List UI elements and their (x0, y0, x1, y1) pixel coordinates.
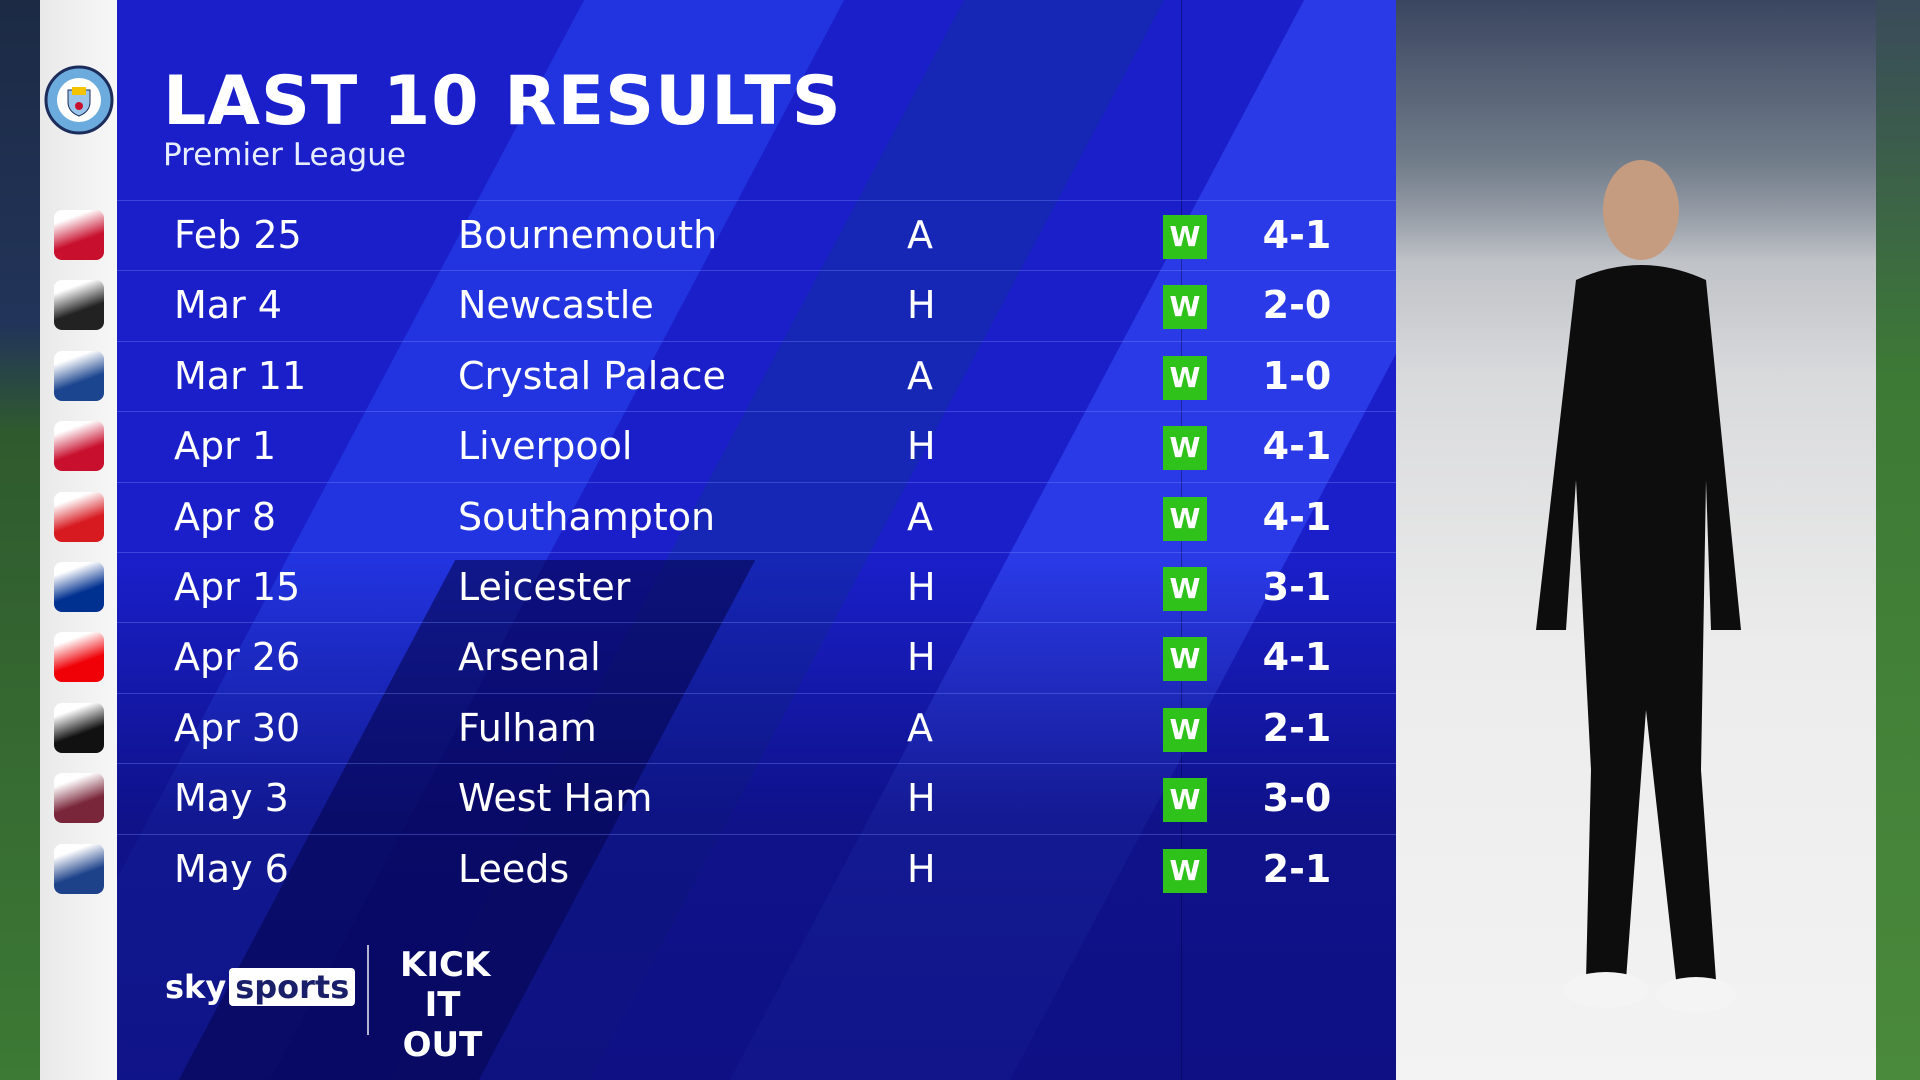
score: 3-1 (1262, 565, 1332, 609)
opponent-crest-icon (54, 773, 104, 824)
venue: H (907, 283, 936, 328)
result-badge: W (1163, 637, 1207, 682)
score: 1-0 (1262, 353, 1332, 398)
result-row: Apr 30 Fulham A W 2-1 (117, 692, 1396, 763)
venue: H (907, 776, 936, 821)
score: 3-0 (1262, 776, 1332, 821)
opponent-name: Crystal Palace (458, 353, 726, 398)
score: 2-1 (1262, 846, 1332, 891)
sky-sports-logo: sky sports (165, 968, 356, 1006)
opponent-name: Leeds (458, 846, 570, 891)
opponent-name: Arsenal (458, 635, 601, 680)
result-badge: W (1163, 848, 1207, 893)
venue: H (907, 565, 936, 609)
score: 4-1 (1262, 213, 1332, 257)
opponent-crest-icon (54, 632, 104, 683)
score: 2-1 (1262, 705, 1332, 750)
result-row: May 3 West Ham H W 3-0 (117, 763, 1396, 833)
result-badge: W (1163, 285, 1207, 330)
result-row: Feb 25 Bournemouth A W 4-1 (117, 200, 1396, 270)
match-date: Mar 11 (174, 353, 307, 398)
match-date: Apr 15 (174, 565, 301, 609)
result-row: Apr 8 Southampton A W 4-1 (117, 481, 1396, 552)
opponent-crest-icon (54, 702, 104, 753)
venue: A (907, 213, 933, 257)
page-title: LAST 10 RESULTS (163, 62, 842, 141)
match-date: Apr 1 (174, 424, 276, 469)
result-row: Mar 11 Crystal Palace A W 1-0 (117, 340, 1396, 411)
stadium-background-left (0, 0, 40, 1080)
opponent-name: Leicester (458, 565, 631, 609)
venue: A (907, 353, 933, 398)
result-badge: W (1163, 567, 1207, 611)
result-row: Mar 4 Newcastle H W 2-0 (117, 270, 1396, 340)
venue: A (907, 494, 933, 539)
opponent-crest-icon (54, 562, 104, 612)
match-date: May 6 (174, 846, 289, 891)
opponent-crest-icon (54, 491, 104, 542)
result-row: Apr 1 Liverpool H W 4-1 (117, 411, 1396, 481)
match-date: May 3 (174, 776, 289, 821)
logo-divider (367, 945, 369, 1035)
result-badge: W (1163, 778, 1207, 823)
venue: H (907, 846, 936, 891)
kick-it-out-logo: KICK IT OUT (400, 945, 491, 1065)
opponent-crest-icon (54, 280, 104, 331)
venue: H (907, 635, 936, 680)
result-badge: W (1163, 215, 1207, 259)
score: 4-1 (1262, 424, 1332, 469)
opponent-crest-icon (54, 843, 104, 894)
match-date: Apr 26 (174, 635, 301, 680)
match-date: Mar 4 (174, 283, 282, 328)
opponent-name: Southampton (458, 494, 716, 539)
result-badge: W (1163, 426, 1207, 471)
manager-figure-icon (1536, 160, 1741, 1013)
score: 4-1 (1262, 494, 1332, 539)
opponent-name: Bournemouth (458, 213, 718, 257)
stadium-background-right (1876, 0, 1920, 1080)
match-date: Apr 30 (174, 705, 301, 750)
opponent-name: Liverpool (458, 424, 633, 469)
result-row: May 6 Leeds H W 2-1 (117, 833, 1396, 904)
opponent-name: Newcastle (458, 283, 654, 328)
result-badge: W (1163, 707, 1207, 752)
score: 2-0 (1262, 283, 1332, 328)
opponent-name: West Ham (458, 776, 653, 821)
result-row: Apr 26 Arsenal H W 4-1 (117, 622, 1396, 692)
opponent-crest-icon (54, 350, 104, 401)
manager-photo (1396, 0, 1876, 1080)
venue: H (907, 424, 936, 469)
result-row: Apr 15 Leicester H W 3-1 (117, 552, 1396, 622)
venue: A (907, 705, 933, 750)
result-badge: W (1163, 355, 1207, 400)
opponent-name: Fulham (458, 705, 597, 750)
result-badge: W (1163, 496, 1207, 541)
score: 4-1 (1262, 635, 1332, 680)
opponent-crest-icon (54, 421, 104, 472)
competition-subtitle: Premier League (163, 137, 406, 173)
crest-strip (40, 0, 117, 1080)
sports-text: sports (229, 968, 356, 1006)
opponent-crest-icon (54, 210, 104, 260)
manchester-city-crest-icon (44, 65, 114, 135)
match-date: Feb 25 (174, 213, 302, 257)
sky-text: sky (165, 968, 227, 1006)
match-date: Apr 8 (174, 494, 276, 539)
